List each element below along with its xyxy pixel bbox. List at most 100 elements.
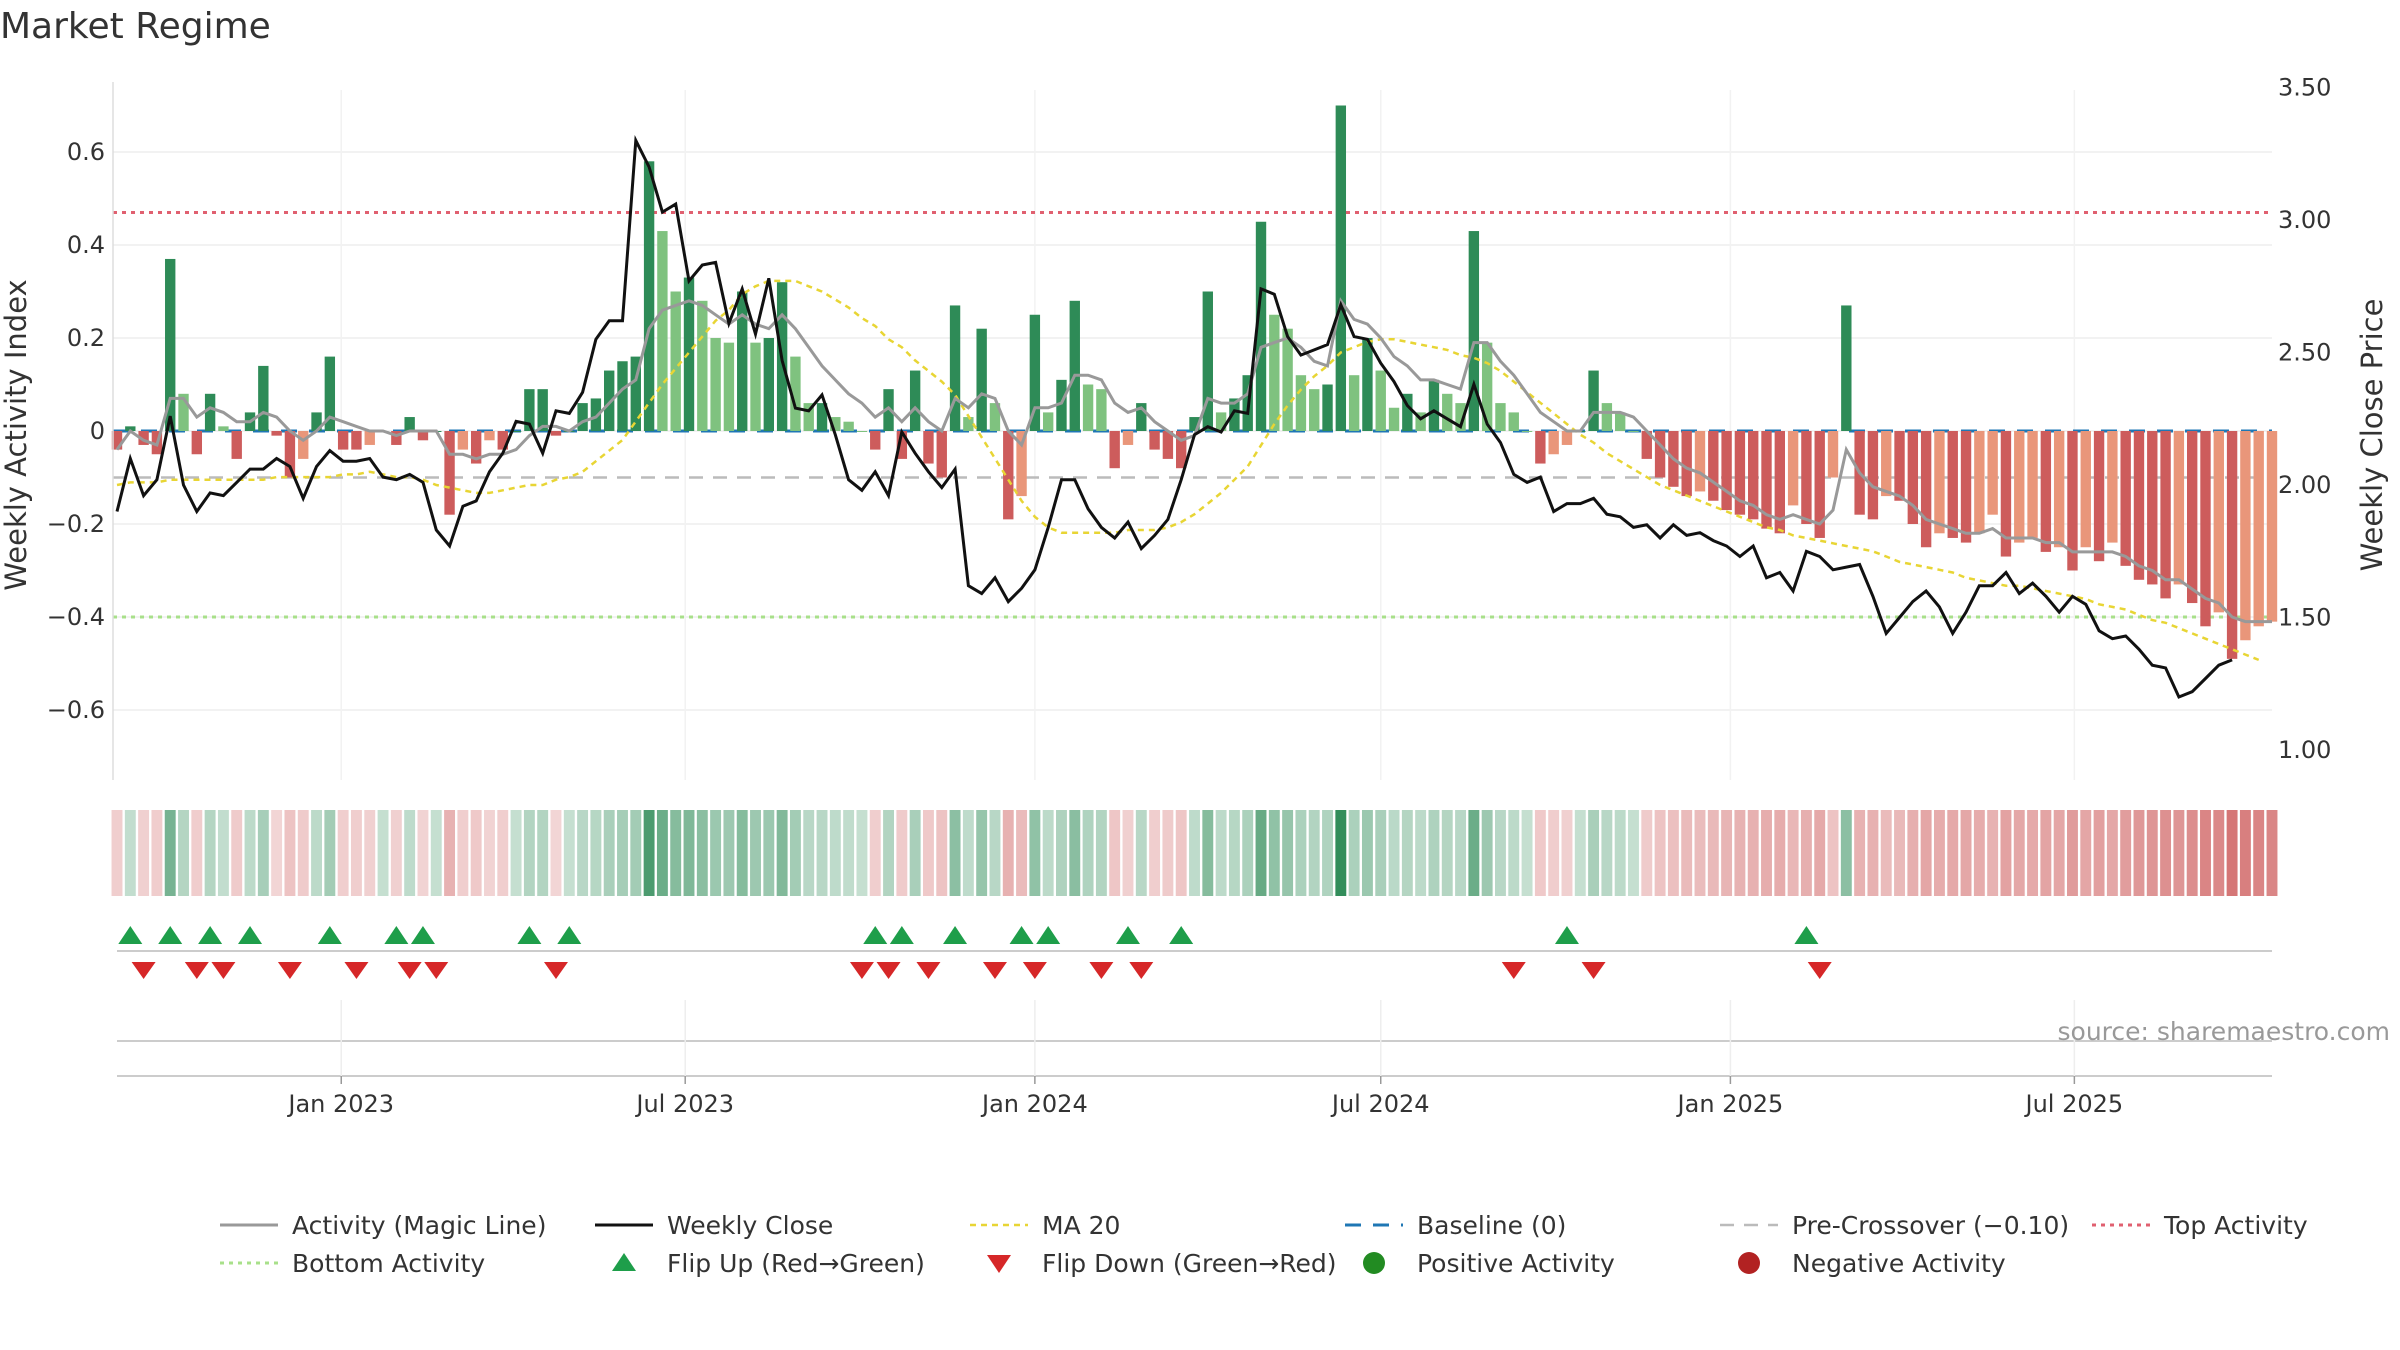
activity-bar <box>284 431 296 478</box>
flip-up-marker <box>517 926 542 944</box>
y-left-tick-label: −0.2 <box>47 510 105 538</box>
activity-bar <box>497 431 508 450</box>
heat-cell <box>869 810 881 896</box>
heat-cell <box>789 810 801 896</box>
heat-cell <box>1056 810 1067 896</box>
flip-up-marker <box>1794 926 1819 944</box>
y-left-tick-label: −0.4 <box>47 603 105 631</box>
flip-down-marker <box>1129 962 1154 979</box>
heat-cell <box>2040 810 2052 896</box>
heat-cell <box>1654 810 1666 896</box>
heat-cell <box>1029 810 1041 896</box>
activity-bar <box>1681 431 1692 497</box>
activity-bar <box>1388 407 1400 431</box>
heat-cell <box>2239 810 2251 896</box>
activity-bar <box>2147 431 2158 585</box>
activity-bar <box>1721 431 1732 511</box>
heat-cell <box>2106 810 2118 896</box>
activity-bar <box>324 356 336 431</box>
heat-cell <box>1215 810 1227 896</box>
activity-bar <box>417 431 429 441</box>
activity-bar <box>1162 431 1174 459</box>
heat-cell <box>563 810 575 896</box>
heat-cell <box>1109 810 1121 896</box>
heat-cell <box>217 810 229 896</box>
activity-bar <box>2053 431 2065 548</box>
activity-bar <box>165 258 176 431</box>
activity-bar <box>1588 370 1599 431</box>
activity-bar <box>1309 389 1320 431</box>
activity-bar <box>1202 291 1213 431</box>
heat-cell <box>191 810 203 896</box>
heat-cell <box>297 810 309 896</box>
activity-bar <box>590 398 602 431</box>
activity-bar <box>1295 375 1307 431</box>
activity-bar <box>630 356 641 431</box>
heat-cell <box>1242 810 1254 896</box>
heat-cell <box>2186 810 2198 896</box>
activity-bar <box>670 291 681 431</box>
activity-bar <box>1774 431 1785 534</box>
activity-bar <box>2120 431 2131 566</box>
heat-cell <box>244 810 256 896</box>
activity-bar <box>617 361 628 431</box>
heat-cell <box>2173 810 2185 896</box>
heat-cell <box>1282 810 1294 896</box>
activity-bar <box>138 431 149 445</box>
activity-bar <box>1348 375 1360 431</box>
heat-cell <box>1681 810 1693 896</box>
heat-cell <box>1388 810 1400 896</box>
heat-cell <box>1548 810 1560 896</box>
heat-cell <box>1747 810 1759 896</box>
heat-cell <box>537 810 549 896</box>
activity-bar <box>1894 431 1905 501</box>
activity-bar <box>271 431 282 436</box>
legend-label: Flip Down (Green→Red) <box>1042 1249 1337 1278</box>
heat-cell <box>2213 810 2225 896</box>
flip-up-marker <box>1554 926 1579 944</box>
y-left-tick-label: 0.2 <box>67 324 105 352</box>
activity-bar <box>1402 393 1413 431</box>
flip-up-marker <box>1169 926 1194 944</box>
heat-cell <box>1880 810 1892 896</box>
heat-cell <box>2013 810 2025 896</box>
heat-cell <box>829 810 841 896</box>
activity-bar <box>1694 431 1706 492</box>
heat-cell <box>550 810 562 896</box>
heat-cell <box>643 810 655 896</box>
heat-cell <box>1495 810 1506 896</box>
heat-cell <box>1335 810 1347 896</box>
heat-cell <box>696 810 708 896</box>
legend-sample <box>987 1255 1011 1273</box>
heat-cell <box>1734 810 1746 896</box>
heat-cell <box>497 810 509 896</box>
flip-down-marker <box>131 962 156 979</box>
activity-bar <box>1455 403 1466 431</box>
heat-cell <box>2253 810 2265 896</box>
activity-bar <box>550 431 562 436</box>
heat-cell <box>138 810 150 896</box>
heat-cell <box>324 810 336 896</box>
activity-bar <box>1987 431 1998 515</box>
activity-bar <box>883 389 894 431</box>
legend-label: Baseline (0) <box>1417 1211 1566 1240</box>
activity-bar <box>1495 403 1506 431</box>
heat-cell <box>1175 810 1187 896</box>
activity-bar <box>763 338 775 431</box>
activity-bar <box>1096 389 1107 431</box>
heat-cell <box>2120 810 2132 896</box>
flip-up-marker <box>943 926 968 944</box>
heat-cell <box>1189 810 1200 896</box>
activity-bar <box>1016 431 1027 497</box>
activity-bar <box>936 431 947 478</box>
flip-markers <box>117 926 2272 979</box>
heat-cell <box>856 810 868 896</box>
activity-bar <box>989 403 1001 431</box>
legend-sample <box>1738 1252 1760 1274</box>
heat-cell <box>124 810 136 896</box>
heat-cell <box>311 810 322 896</box>
heat-cell <box>111 810 123 896</box>
activity-bar <box>1801 431 1812 524</box>
y-axis-left-label: Weekly Activity Index <box>0 279 33 590</box>
activity-bar <box>1787 431 1799 506</box>
